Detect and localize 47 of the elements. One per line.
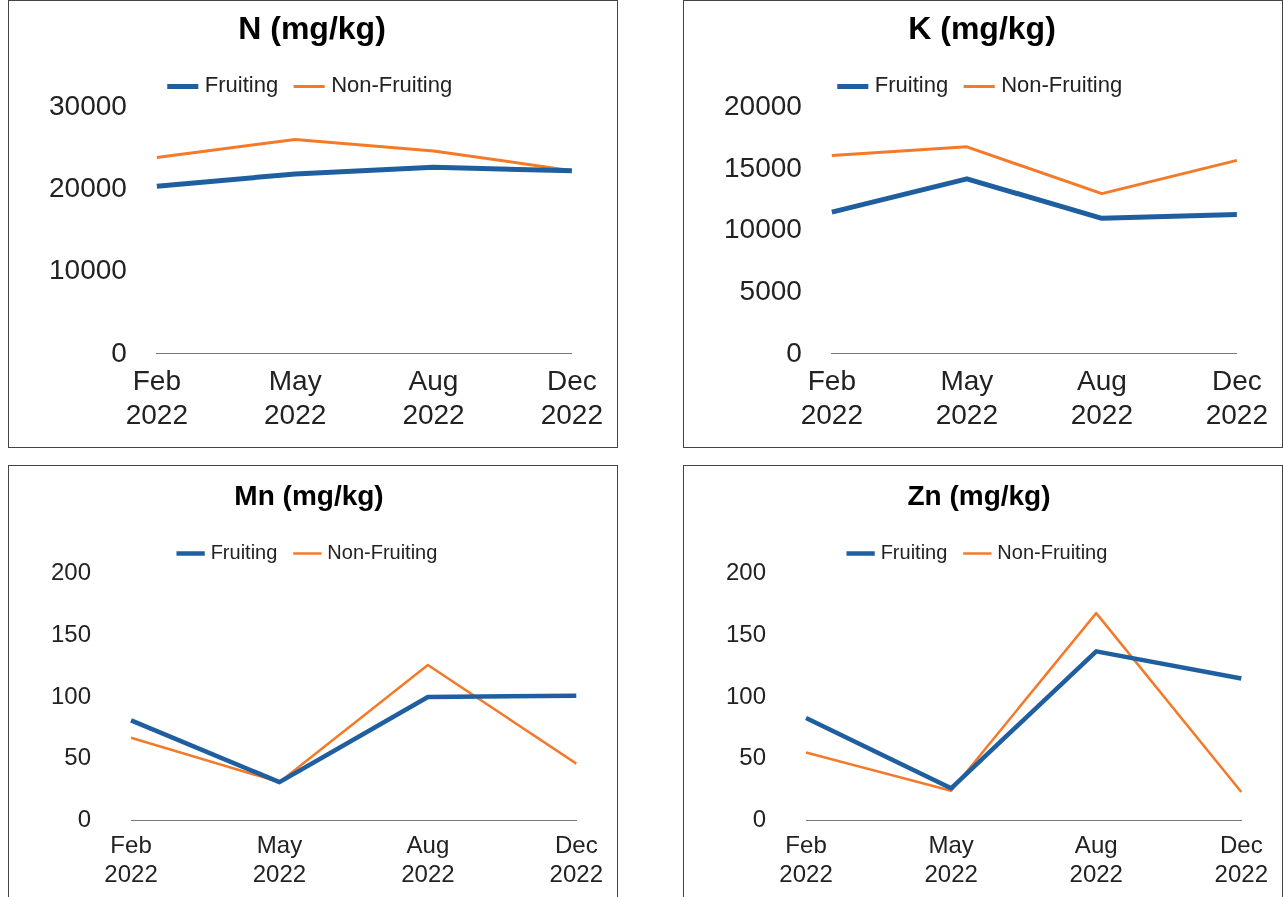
legend-label: Fruiting	[874, 72, 949, 98]
y-tick-label: 10000	[48, 254, 127, 286]
y-tick-label: 150	[726, 619, 767, 647]
x-tick-label: Aug 2022	[1069, 831, 1123, 888]
legend-label: Fruiting	[210, 541, 278, 564]
y-tick-label: 50	[64, 743, 92, 771]
x-tick-label: Dec 2022	[1205, 365, 1268, 430]
x-tick-label: Dec 2022	[540, 365, 603, 430]
x-tick-label: May 2022	[252, 831, 307, 888]
x-tick-label: Dec 2022	[1214, 831, 1268, 888]
legend-label: Fruiting	[204, 72, 279, 98]
y-tick-label: 0	[111, 336, 127, 368]
y-tick-label: 200	[51, 558, 92, 586]
y-tick-label: 100	[726, 681, 767, 709]
x-tick-label: Aug 2022	[1070, 365, 1134, 430]
chart-title: K (mg/kg)	[908, 10, 1056, 47]
y-tick-label: 50	[739, 743, 767, 771]
x-tick-label: Dec 2022	[549, 831, 603, 888]
legend-label: Fruiting	[880, 541, 948, 564]
legend-label: Non-Fruiting	[1001, 72, 1123, 98]
x-tick-label: Feb 2022	[779, 831, 833, 888]
x-tick-label: May 2022	[264, 365, 327, 430]
y-tick-label: 10000	[723, 213, 802, 245]
y-tick-label: 0	[786, 336, 802, 368]
x-tick-label: Feb 2022	[800, 365, 864, 430]
x-tick-label: Aug 2022	[402, 365, 465, 430]
x-tick-label: Feb 2022	[104, 831, 158, 888]
x-tick-label: Feb 2022	[125, 365, 189, 430]
legend-label: Non-Fruiting	[997, 541, 1108, 564]
x-tick-label: May 2022	[924, 831, 978, 888]
y-tick-label: 20000	[48, 172, 127, 204]
y-tick-label: 15000	[723, 151, 802, 183]
chart-title: Mn (mg/kg)	[234, 479, 384, 511]
x-tick-label: May 2022	[935, 365, 999, 430]
y-tick-label: 0	[77, 805, 92, 833]
chart-title: N (mg/kg)	[238, 10, 386, 47]
y-tick-label: 200	[726, 558, 767, 586]
y-tick-label: 100	[51, 681, 92, 709]
y-tick-label: 150	[51, 619, 92, 647]
chart-title: Zn (mg/kg)	[907, 479, 1051, 511]
y-tick-label: 30000	[48, 90, 127, 122]
y-tick-label: 20000	[723, 90, 802, 122]
x-tick-label: Aug 2022	[401, 831, 455, 888]
y-tick-label: 5000	[739, 274, 802, 306]
legend-label: Non-Fruiting	[331, 72, 453, 98]
legend-label: Non-Fruiting	[327, 541, 438, 564]
y-tick-label: 0	[752, 805, 767, 833]
